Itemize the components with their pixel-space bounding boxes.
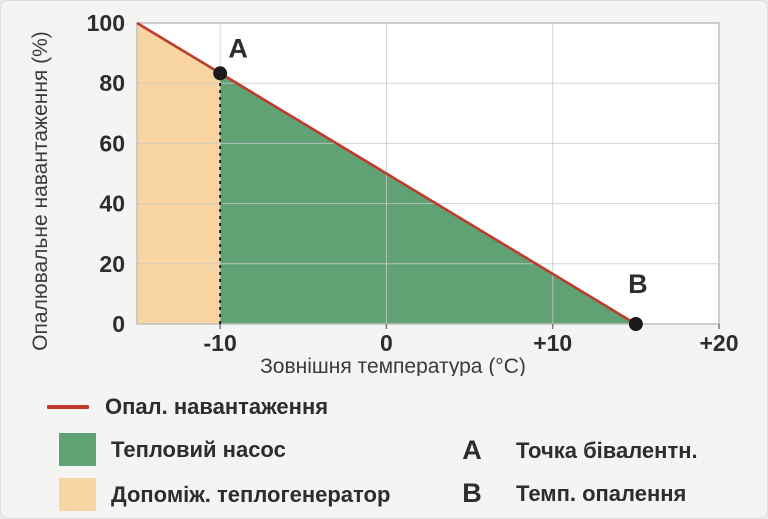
legend-item-heat-pump: Тепловий насос: [59, 433, 286, 466]
legend-marker-b-label: Темп. опалення: [516, 480, 687, 506]
marker-b-symbol: B: [462, 478, 482, 508]
heat-pump-swatch: [59, 433, 96, 466]
point-a-label: A: [228, 33, 248, 63]
x-tick-label: -10: [204, 330, 237, 356]
x-tick-label: +10: [533, 330, 572, 356]
y-tick-label: 20: [99, 251, 125, 277]
y-tick-label: 60: [99, 130, 125, 156]
y-tick-label: 40: [99, 191, 125, 217]
legend-item-marker-a: A Точка бівалентн.: [456, 435, 698, 466]
y-tick-label: 100: [87, 10, 125, 36]
heating-load-chart: A B -10 0 +10 +20 0 20 40 60 80 100 Зовнішня темпера…: [29, 10, 739, 376]
point-b-marker: [628, 317, 643, 331]
legend-item-marker-b: B Темп. опалення: [456, 478, 686, 509]
legend-item-aux-generator: Допоміж. теплогенератор: [59, 478, 390, 511]
legend-aux-generator-label: Допоміж. теплогенератор: [111, 481, 391, 507]
x-tick-label: +20: [699, 330, 738, 356]
legend-heating-load-label: Опал. навантаження: [105, 394, 329, 419]
aux-generator-area: [137, 23, 221, 324]
y-tick-label: 0: [112, 311, 125, 337]
y-axis-title: Опалювальне навантаження (%): [29, 31, 52, 351]
x-tick-label: 0: [380, 330, 393, 356]
plot-border: [136, 22, 720, 325]
aux-generator-swatch: [59, 478, 96, 511]
legend-heat-pump-label: Тепловий насос: [111, 436, 286, 462]
marker-a-symbol: A: [462, 435, 482, 465]
legend-marker-a-label: Точка бівалентн.: [516, 437, 698, 463]
x-axis-title: Зовнішня температура (°C): [260, 355, 526, 376]
heating-load-line-swatch: [47, 405, 89, 409]
point-a-marker: [213, 66, 228, 81]
legend-item-heating-load: Опал. навантаження: [47, 394, 328, 420]
y-tick-label: 80: [99, 70, 125, 96]
point-b-label: B: [628, 269, 648, 299]
